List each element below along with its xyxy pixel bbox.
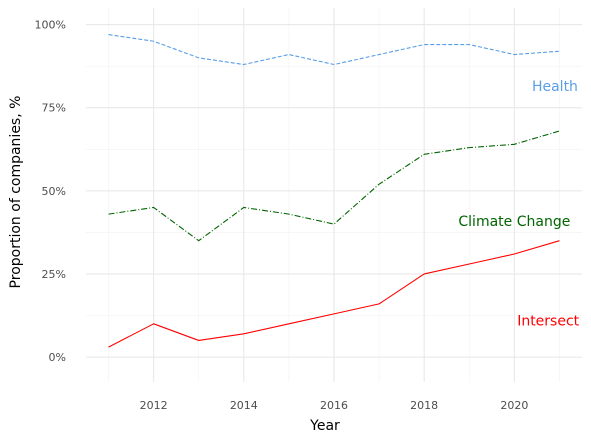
y-tick-label: 75% xyxy=(42,102,66,115)
series-label: Climate Change xyxy=(458,214,570,230)
x-axis-title: Year xyxy=(309,418,340,434)
x-tick-label: 2012 xyxy=(140,399,168,412)
series-line-health xyxy=(108,34,560,66)
series-line-climate-change xyxy=(108,130,560,242)
series-layer xyxy=(108,34,560,348)
y-tick-label: 25% xyxy=(42,268,66,281)
y-tick-label: 100% xyxy=(35,19,66,32)
y-axis-title: Proportion of companies, % xyxy=(8,96,24,289)
x-tick-label: 2018 xyxy=(410,399,438,412)
x-tick-label: 2014 xyxy=(230,399,258,412)
x-tick-label: 2016 xyxy=(320,399,348,412)
tick-layer: 2012 2014 2016 2018 2020 0% 25% 50% 75% 100% xyxy=(35,19,529,412)
label-layer: Health Climate Change Intersect xyxy=(458,79,579,329)
series-label: Health xyxy=(532,79,578,95)
series-label: Intersect xyxy=(517,313,579,329)
x-tick-label: 2020 xyxy=(500,399,528,412)
series-line-intersect xyxy=(108,240,560,348)
y-tick-label: 0% xyxy=(49,351,66,364)
y-tick-label: 50% xyxy=(42,185,66,198)
grid-layer xyxy=(86,8,582,382)
